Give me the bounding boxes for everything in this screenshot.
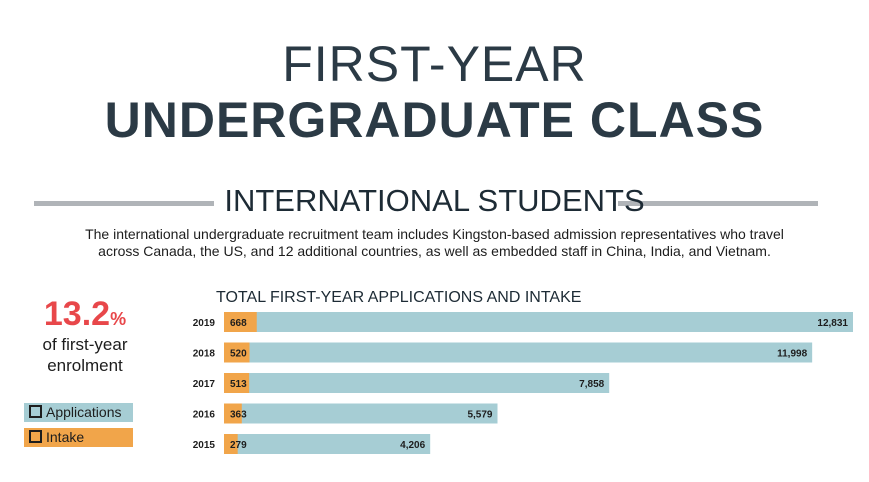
applications-bar	[224, 403, 498, 424]
stat-value: 13.2	[43, 295, 111, 333]
stat-percentage: 13.2%	[20, 294, 150, 339]
applications-value-label: 11,998	[777, 349, 807, 360]
intake-bar	[224, 312, 257, 332]
intake-value-label: 513	[230, 379, 247, 390]
intake-value-label: 279	[230, 440, 247, 451]
intake-value-label: 668	[230, 318, 247, 329]
stat-caption-line2: enrolment	[47, 356, 123, 375]
legend-label-intake: Intake	[46, 429, 85, 445]
intake-value-label: 520	[230, 349, 247, 360]
year-label: 2016	[193, 410, 216, 421]
legend-item-applications: Applications	[24, 403, 133, 422]
intake-bar	[224, 434, 238, 454]
applications-value-label: 4,206	[400, 440, 425, 451]
applications-bar	[224, 312, 853, 332]
intro-line-1: The international undergraduate recruitm…	[85, 226, 784, 242]
chart-title: TOTAL FIRST-YEAR APPLICATIONS AND INTAKE	[216, 289, 582, 306]
legend-square-icon	[29, 405, 42, 418]
applications-bar	[224, 373, 610, 393]
stat-caption: of first-year enrolment	[20, 334, 150, 376]
stat-caption-line1: of first-year	[42, 335, 128, 354]
legend-label-applications: Applications	[46, 404, 122, 420]
intake-value-label: 363	[230, 410, 247, 421]
page-title-line2: UNDERGRADUATE CLASS	[104, 92, 765, 148]
section-title: INTERNATIONAL STUDENTS	[224, 183, 645, 218]
section-intro: The international undergraduate recruitm…	[40, 226, 829, 260]
page-title-line1: FIRST-YEAR	[282, 36, 587, 92]
applications-value-label: 5,579	[467, 410, 492, 421]
intake-bar	[224, 342, 250, 363]
applications-bar	[224, 434, 431, 454]
section-rule-right	[618, 201, 818, 206]
applications-value-label: 12,831	[817, 318, 848, 329]
legend-square-icon	[29, 430, 42, 443]
year-label: 2018	[193, 349, 216, 360]
intro-line-2: across Canada, the US, and 12 additional…	[98, 243, 771, 259]
applications-value-label: 7,858	[579, 379, 604, 390]
year-label: 2015	[193, 440, 216, 451]
section-rule-left	[34, 201, 214, 206]
year-label: 2017	[193, 379, 216, 390]
intake-bar	[224, 373, 250, 393]
intake-bar	[224, 403, 242, 424]
applications-bar	[224, 342, 813, 363]
legend-item-intake: Intake	[24, 428, 133, 447]
stat-sign: %	[110, 309, 127, 329]
year-label: 2019	[193, 318, 216, 329]
